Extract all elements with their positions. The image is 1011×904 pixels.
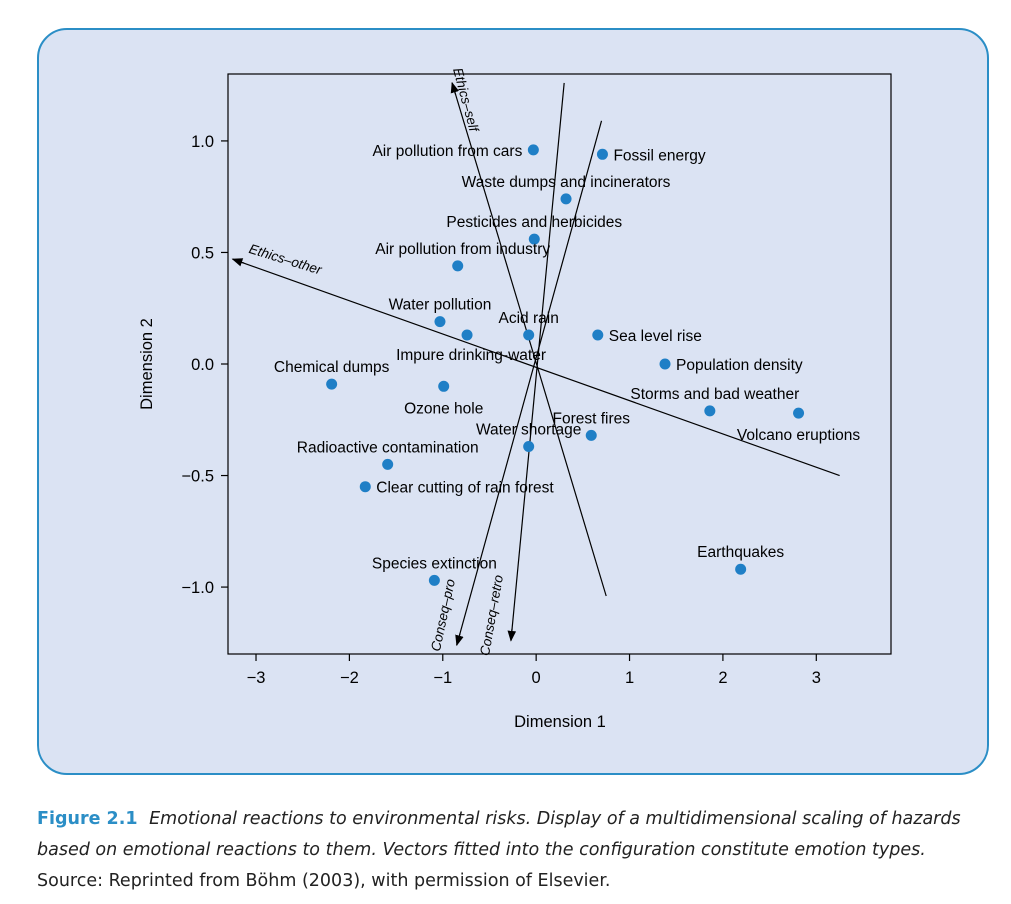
data-point (523, 441, 535, 453)
caption-source: Source: Reprinted from Böhm (2003), with… (37, 871, 611, 891)
point-label: Acid rain (499, 310, 559, 327)
y-axis-label: Dimension 2 (138, 318, 156, 410)
data-point (527, 144, 539, 156)
x-tick-label: −3 (247, 669, 266, 687)
point-label: Population density (676, 357, 803, 374)
x-tick-label: 0 (532, 669, 541, 687)
point-label: Species extinction (372, 555, 497, 572)
point-label: Air pollution from cars (372, 143, 522, 160)
data-point (793, 407, 805, 419)
data-point (523, 329, 535, 341)
data-point (438, 380, 450, 392)
data-point (528, 233, 540, 245)
data-point (382, 458, 394, 470)
vector-line (510, 82, 565, 641)
x-tick-label: 2 (718, 669, 727, 687)
point-label: Pesticides and herbicides (446, 214, 622, 231)
vector-arrow (507, 628, 517, 642)
point-label: Earthquakes (697, 544, 784, 561)
caption-text: Emotional reactions to environmental ris… (37, 809, 961, 860)
y-tick-label: −0.5 (181, 468, 214, 486)
data-point (452, 260, 464, 272)
x-tick-label: 3 (812, 669, 821, 687)
vector-label: Ethics–self (450, 66, 482, 134)
data-point (428, 574, 440, 586)
vector-arrow (455, 633, 464, 647)
point-label: Fossil energy (613, 147, 705, 164)
figure-caption: Figure 2.1 Emotional reactions to enviro… (37, 804, 987, 897)
vector-line (456, 120, 603, 646)
figure-panel (37, 28, 989, 775)
point-label: Impure drinking-water (396, 347, 546, 364)
vector-arrow (450, 81, 460, 95)
data-point (326, 378, 338, 390)
data-point (560, 193, 572, 205)
vector-label: Ethics–other (247, 241, 324, 277)
point-label: Radioactive contamination (297, 439, 479, 456)
point-label: Water pollution (389, 297, 492, 314)
point-label: Forest fires (552, 410, 630, 427)
vector-label: Conseq–pro (428, 577, 458, 653)
x-tick-label: 1 (625, 669, 634, 687)
vector-label: Conseq–retro (477, 573, 506, 657)
data-point (704, 405, 716, 417)
x-axis-label: Dimension 1 (514, 713, 606, 731)
data-point (592, 329, 604, 341)
vector-arrow (231, 258, 245, 267)
vector-line (232, 258, 840, 477)
point-label: Storms and bad weather (630, 386, 799, 403)
x-tick-label: −2 (340, 669, 359, 687)
figure-number: Figure 2.1 (37, 809, 138, 829)
point-label: Sea level rise (609, 328, 702, 345)
data-point (596, 148, 608, 160)
data-point (359, 481, 371, 493)
data-point (659, 358, 671, 370)
y-tick-label: 1.0 (191, 133, 214, 151)
scatter-chart: −3 −2 −1 0 1 2 3 −1.0 −0.5 0.0 0.5 1.0 Air pollutio… (138, 66, 892, 731)
point-label: Volcano eruptions (737, 427, 860, 444)
data-point (585, 429, 597, 441)
data-point (735, 563, 747, 575)
point-label: Water shortage (476, 422, 581, 439)
y-tick-label: 0.5 (191, 244, 214, 262)
point-label: Air pollution from industry (375, 241, 550, 258)
data-point (434, 316, 446, 328)
y-tick-label: 0.0 (191, 356, 214, 374)
point-label: Chemical dumps (274, 359, 390, 376)
x-tick-label: −1 (433, 669, 452, 687)
point-label: Waste dumps and incinerators (462, 174, 671, 191)
point-label: Clear cutting of rain forest (376, 480, 554, 497)
data-point (461, 329, 473, 341)
y-tick-label: −1.0 (181, 579, 214, 597)
point-label: Ozone hole (404, 400, 483, 417)
